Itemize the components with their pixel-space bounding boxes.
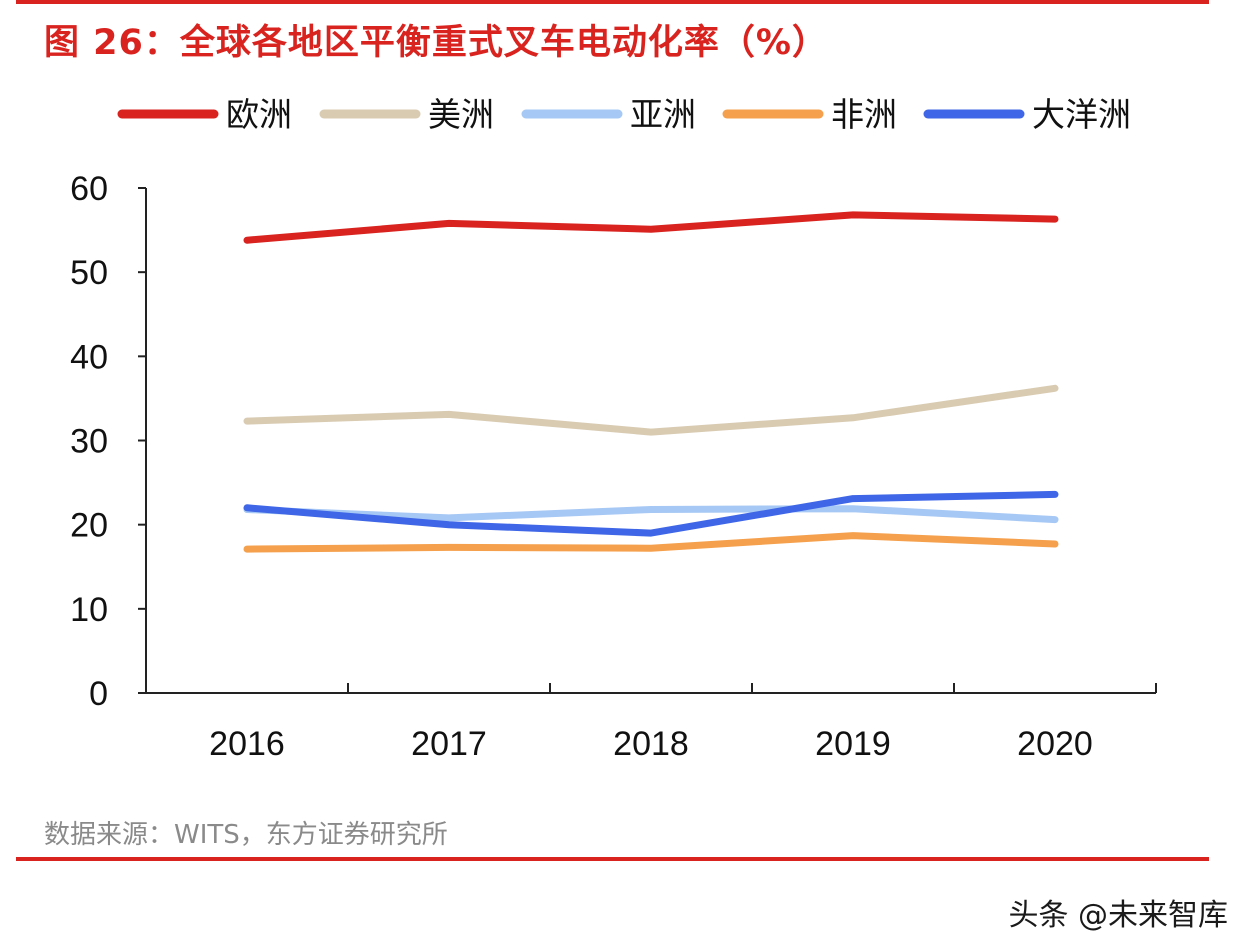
y-tick-label: 20 [70, 507, 108, 545]
line-chart: 欧洲 美洲 亚洲 非洲 大洋洲 0 10 20 30 40 50 60 2016 2017 2018 201… [70, 95, 1157, 763]
data-point [648, 506, 654, 513]
data-point [446, 411, 452, 418]
data-point [244, 418, 250, 425]
legend-label: 美洲 [428, 95, 494, 134]
data-point [1052, 491, 1058, 498]
x-tick-label: 2018 [613, 725, 689, 763]
data-point [446, 544, 452, 551]
chart-axes: 0 10 20 30 40 50 60 2016 2017 2018 2019 2020 [70, 170, 1157, 763]
data-point [850, 211, 856, 218]
y-tick-label: 60 [70, 170, 108, 208]
y-tick-label: 10 [70, 591, 108, 629]
legend-label: 非洲 [831, 95, 897, 134]
series-line-1 [243, 384, 1059, 436]
top-red-rule [16, 0, 1209, 4]
data-point [648, 545, 654, 552]
data-point [1052, 541, 1058, 548]
data-point [850, 505, 856, 512]
data-point [1052, 516, 1058, 523]
data-point [648, 530, 654, 537]
data-point [850, 532, 856, 539]
data-point [850, 414, 856, 421]
x-tick-label: 2016 [209, 725, 285, 763]
data-point [1052, 216, 1058, 223]
data-point [850, 495, 856, 502]
figure-title: 图 26：全球各地区平衡重式叉车电动化率（%） [44, 23, 828, 63]
data-point [244, 546, 250, 553]
x-tick-label: 2017 [411, 725, 487, 763]
data-point [244, 504, 250, 511]
chart-legend: 欧洲 美洲 亚洲 非洲 大洋洲 [117, 95, 1131, 134]
legend-item: 美洲 [319, 95, 494, 134]
data-point [648, 226, 654, 233]
legend-item: 亚洲 [521, 95, 696, 134]
data-point [244, 237, 250, 244]
chart-series [243, 211, 1059, 553]
legend-label: 大洋洲 [1032, 95, 1131, 134]
y-tick-label: 30 [70, 423, 108, 461]
data-source-note: 数据来源：WITS，东方证券研究所 [44, 820, 448, 850]
legend-label: 亚洲 [630, 95, 696, 134]
data-point [1052, 385, 1058, 392]
y-tick-label: 40 [70, 338, 108, 376]
y-tick-label: 50 [70, 254, 108, 292]
y-tick-label: 0 [89, 675, 108, 713]
data-point [446, 220, 452, 227]
legend-item: 欧洲 [117, 95, 292, 134]
data-point [648, 429, 654, 436]
bottom-red-rule [16, 857, 1209, 861]
legend-item: 大洋洲 [923, 95, 1131, 134]
watermark-text: 头条 @未来智库 [1008, 898, 1228, 933]
data-point [446, 514, 452, 521]
x-tick-label: 2019 [815, 725, 891, 763]
data-point [446, 521, 452, 528]
x-tick-label: 2020 [1017, 725, 1093, 763]
legend-item: 非洲 [722, 95, 897, 134]
legend-label: 欧洲 [226, 95, 292, 134]
